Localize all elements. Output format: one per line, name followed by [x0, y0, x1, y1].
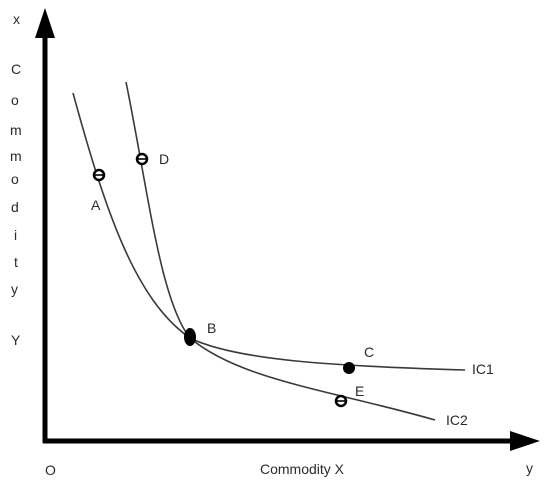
y-axis-title-letter: y [11, 281, 18, 297]
x-axis-title: Commodity X [260, 461, 345, 477]
point-e: E [334, 383, 364, 408]
origin-label: O [45, 462, 56, 478]
point-b: B [184, 320, 216, 346]
ic1-label: IC1 [472, 361, 494, 377]
y-axis-top-label: x [13, 11, 20, 27]
y-axis-title-letter: i [14, 227, 17, 243]
point-c: C [343, 344, 374, 374]
point-d: D [135, 151, 169, 167]
y-axis-title: C o m m o d i t y Y [10, 61, 22, 348]
point-b-marker [184, 328, 196, 346]
y-axis-title-letter: m [10, 122, 22, 138]
y-axis-title-letter: o [11, 171, 19, 187]
y-axis-arrow-icon [35, 8, 55, 38]
ic2-label: IC2 [446, 412, 468, 428]
point-c-label: C [364, 344, 374, 360]
y-axis-title-letter: d [11, 199, 19, 215]
y-axis-title-letter: t [14, 254, 18, 270]
y-axis-title-letter: m [10, 148, 22, 164]
y-axis-title-letter: o [11, 92, 19, 108]
point-a: A [91, 168, 106, 213]
point-a-label: A [91, 197, 101, 213]
point-c-marker [343, 362, 355, 374]
x-axis-end-label: y [526, 460, 533, 476]
point-d-label: D [159, 151, 169, 167]
point-b-label: B [207, 320, 216, 336]
y-axis-title-letter: Y [11, 332, 21, 348]
ic2-curve [72, 92, 436, 421]
y-axis-title-letter: C [11, 61, 21, 77]
point-e-label: E [355, 383, 364, 399]
x-axis-arrow-icon [510, 431, 540, 451]
